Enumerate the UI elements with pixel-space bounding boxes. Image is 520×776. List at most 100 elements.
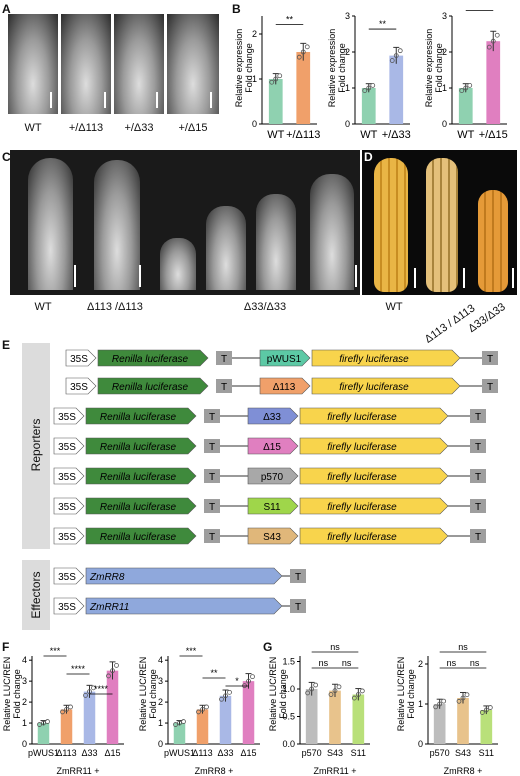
panel-c-label-wt: WT: [34, 301, 52, 313]
data-point: [460, 695, 466, 701]
panel-d-ear-strip: [362, 150, 517, 295]
terminator-box: [470, 529, 486, 543]
x-tick-label: Δ33: [217, 748, 233, 758]
bar: [329, 690, 341, 744]
data-point: [359, 688, 365, 694]
promoter-35s-arrow: [65, 349, 97, 367]
renilla-luciferase-arrow: [85, 437, 197, 455]
terminator-box: [204, 469, 220, 483]
bar: [305, 689, 318, 744]
bar-chart: 0 1 2 WT +/Δ113: [252, 16, 320, 141]
terminator-label: T: [295, 602, 301, 613]
y-axis-title: Relative expression: [234, 29, 244, 108]
significance-label: ns: [342, 658, 352, 668]
bar: [433, 704, 446, 744]
firefly-label: firefly luciferase: [327, 412, 397, 423]
renilla-label: Renilla luciferase: [100, 502, 177, 513]
renilla-label: Renilla luciferase: [112, 354, 189, 365]
terminator-box: [204, 409, 220, 423]
data-point: [60, 709, 65, 715]
significance-label: **: [210, 668, 218, 678]
y-axis-title: Fold change: [337, 43, 347, 93]
data-point: [114, 662, 119, 668]
significance-label: ns: [330, 642, 340, 652]
promoter-insert-label: Δ113: [273, 382, 296, 393]
effectors-group-bar: [22, 560, 50, 630]
bar: [296, 52, 311, 124]
promoter-35s-arrow: [53, 527, 85, 545]
x-tick-label: p570: [430, 748, 450, 758]
y-axis-title: Fold change: [244, 43, 254, 93]
renilla-luciferase-arrow: [85, 497, 197, 515]
data-point: [433, 704, 439, 710]
data-point: [441, 698, 447, 704]
bar-chart: 0 1 2 3 WT +/Δ33: [345, 11, 411, 141]
firefly-luciferase-arrow: [299, 467, 449, 485]
promoter-insert-arrow: [247, 527, 299, 545]
significance-label: ***: [50, 646, 61, 656]
x-tick-label: S43: [327, 748, 343, 758]
terminator-box: [470, 439, 486, 453]
bar: [83, 691, 96, 744]
bar-chart: 0 1 2 3 WT +/Δ15: [442, 11, 508, 141]
bar: [389, 55, 404, 124]
y-tick-label: 0: [22, 739, 27, 749]
promoter-insert-label: p570: [261, 472, 284, 483]
promoter-label: 35S: [58, 502, 76, 513]
x-tick-label: pWUS1: [28, 748, 59, 758]
effector-label: ZmRR11: [89, 602, 129, 613]
promoter-insert-arrow: [259, 377, 311, 395]
data-point: [250, 674, 255, 680]
significance-label: ***: [186, 646, 197, 656]
scale-bar: [210, 92, 212, 108]
sem-image-d33-homozygous-2: [206, 206, 246, 290]
bar: [196, 709, 209, 744]
terminator-box: [216, 351, 232, 365]
terminator-label: T: [487, 354, 493, 365]
y-axis-title: Fold change: [148, 669, 158, 719]
y-tick-label: 0.5: [282, 712, 295, 722]
y-tick-label: 2: [418, 659, 423, 669]
y-tick-label: 2: [22, 697, 27, 707]
terminator-label: T: [209, 442, 215, 453]
y-axis-title: Relative expression: [424, 29, 434, 108]
x-tick-label: WT: [457, 129, 474, 141]
promoter-label: 35S: [58, 602, 76, 613]
x-group-label: ZmRR8 +: [195, 766, 234, 776]
terminator-label: T: [295, 572, 301, 583]
sem-image-d113-homozygous: [94, 160, 140, 290]
promoter-label: 35S: [58, 442, 76, 453]
y-axis-title: Fold change: [434, 43, 444, 93]
significance-label: ns: [319, 658, 329, 668]
data-point: [351, 695, 357, 701]
x-tick-label: Δ113: [56, 748, 76, 758]
panel-c-label-d113: Δ113 /Δ113: [87, 301, 143, 313]
panel-a-label-wt: WT: [24, 122, 42, 134]
data-point: [459, 88, 465, 93]
data-point: [393, 53, 399, 58]
firefly-label: firefly luciferase: [339, 354, 409, 365]
significance-label: ns: [447, 658, 457, 668]
panel-f-letter: F: [2, 640, 10, 654]
y-tick-label: 3: [158, 676, 163, 686]
x-tick-label: S43: [455, 748, 471, 758]
bar-chart: 0.0 0.5 1.0 1.5 p570 S43 S11: [282, 656, 370, 758]
promoter-insert-label: pWUS1: [267, 354, 302, 365]
promoter-label: 35S: [58, 412, 76, 423]
scale-bar: [74, 265, 76, 287]
terminator-label: T: [221, 354, 227, 365]
promoter-label: 35S: [70, 382, 88, 393]
promoter-35s-arrow: [53, 597, 85, 615]
terminator-box: [204, 529, 220, 543]
renilla-luciferase-arrow: [97, 349, 209, 367]
firefly-luciferase-arrow: [311, 377, 461, 395]
data-point: [397, 48, 403, 54]
promoter-35s-arrow: [53, 567, 85, 585]
terminator-label: T: [475, 472, 481, 483]
x-tick-label: p570: [302, 748, 322, 758]
significance-label: *: [235, 676, 239, 686]
panel-a-label-d113: +/Δ113: [68, 122, 104, 134]
promoter-35s-arrow: [53, 497, 85, 515]
terminator-label: T: [209, 532, 215, 543]
terminator-label: T: [487, 382, 493, 393]
